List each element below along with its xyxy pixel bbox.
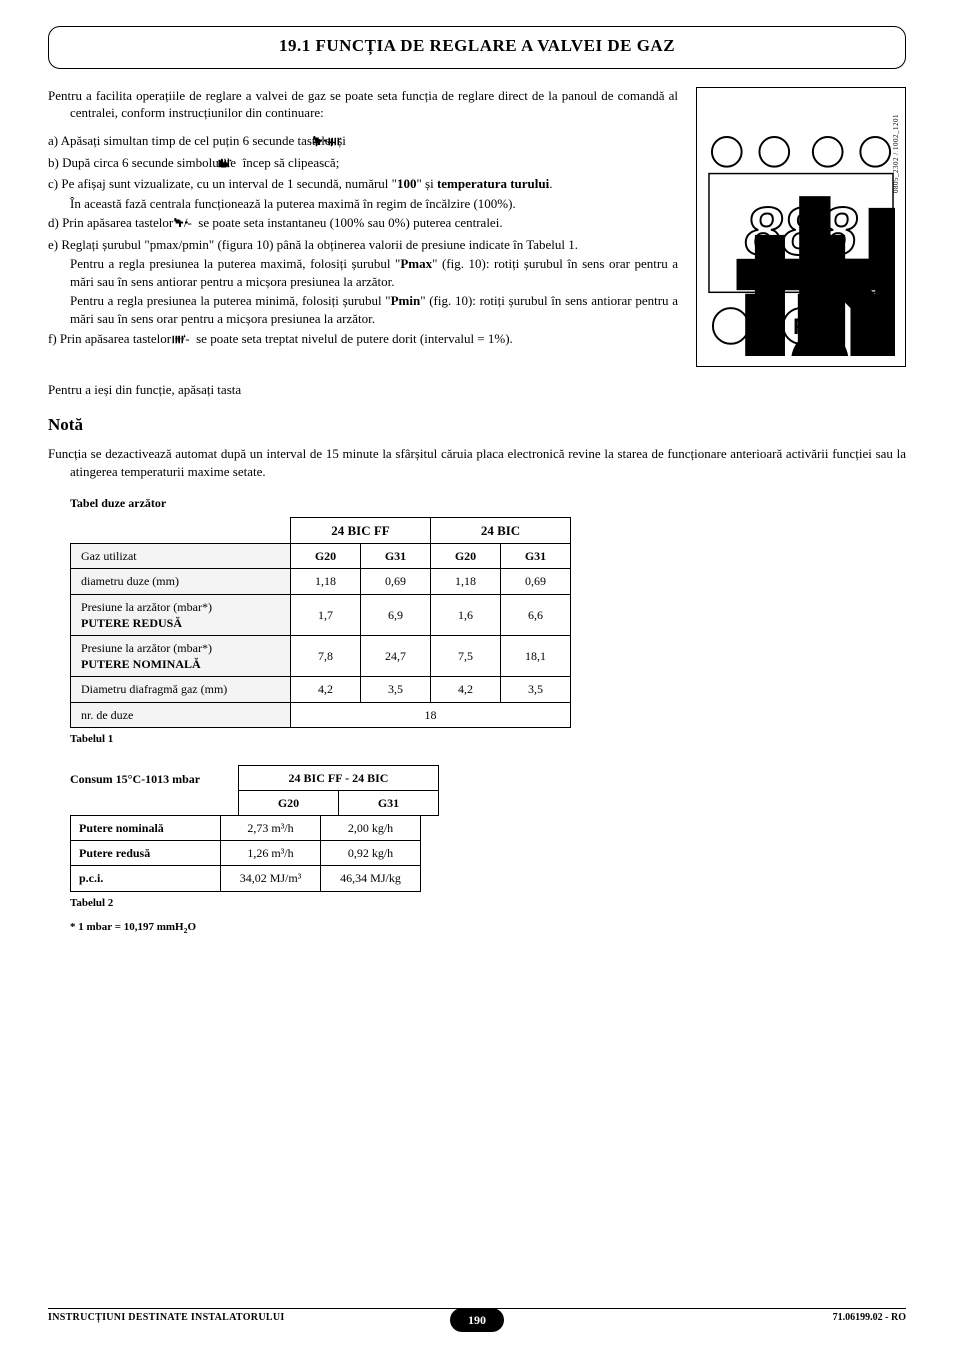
note-body: Funcția se dezactivează automat după un … <box>48 445 906 480</box>
page-number-badge: 190 <box>450 1308 504 1332</box>
t1-cell: 6,6 <box>501 594 571 635</box>
step-f: f) Prin apăsarea tastelor +/- se poate s… <box>48 330 678 350</box>
t2-r2: p.c.i. <box>71 866 221 891</box>
step-e-pmin: Pentru a regla presiunea la puterea mini… <box>48 292 678 327</box>
e-p1a: Pentru a regla presiunea la puterea maxi… <box>70 256 400 271</box>
t2-cell: 1,26 m³/h <box>221 841 321 866</box>
t1-r4: Diametru diafragmă gaz (mm) <box>71 677 291 702</box>
footnote-post: O <box>187 921 196 933</box>
t1-r2-l1: Presiune la arzător (mbar*) <box>81 600 212 614</box>
footer-right: 71.06199.02 - RO <box>833 1311 906 1325</box>
step-b-pre: b) După circa 6 secunde simbolurile <box>48 155 239 170</box>
t1-r0: Gaz utilizat <box>71 544 291 569</box>
step-a: a) Apăsați simultan timp de cel puțin 6 … <box>48 132 678 152</box>
t1-cell: 3,5 <box>361 677 431 702</box>
footnote: * 1 mbar = 10,197 mmH2O <box>70 920 906 937</box>
step-e-pmax: Pentru a regla presiunea la puterea maxi… <box>48 255 678 290</box>
table1-caption: Tabelul 1 <box>70 732 906 747</box>
footnote-pre: * 1 mbar = 10,197 mmH <box>70 921 184 933</box>
t1-r1: diametru duze (mm) <box>71 569 291 594</box>
btn-reset-label: R <box>793 314 809 339</box>
table2-caption: Tabelul 2 <box>70 896 906 911</box>
display-digits: 888 <box>745 195 858 270</box>
step-b-post: încep să clipească; <box>243 155 340 170</box>
t1-cell: 24,7 <box>361 636 431 677</box>
step-c-pre: c) Pe afișaj sunt vizualizate, cu un int… <box>48 176 397 191</box>
step-c-bold: temperatura turului <box>437 176 549 191</box>
t1-r3: Presiune la arzător (mbar*) PUTERE NOMIN… <box>71 636 291 677</box>
body-text-column: Pentru a facilita operațiile de reglare … <box>48 87 678 351</box>
t1-cell: 18,1 <box>501 636 571 677</box>
t1-c1: G31 <box>361 544 431 569</box>
t2-r0: Putere nominală <box>71 815 221 840</box>
step-c-mid: " și <box>416 176 436 191</box>
control-panel-diagram: 0805_2302 / 1002_1201 888 <box>696 87 906 367</box>
t2-header: 24 BIC FF - 24 BIC <box>239 765 439 790</box>
t1-cell: 7,8 <box>291 636 361 677</box>
t1-r5: nr. de duze <box>71 702 291 727</box>
t1-c2: G20 <box>431 544 501 569</box>
step-e: e) Reglați șurubul "pmax/pmin" (figura 1… <box>48 236 678 254</box>
t2-cell: 0,92 kg/h <box>321 841 421 866</box>
t2-c1: G31 <box>339 790 439 815</box>
t1-r3-l1: Presiune la arzător (mbar*) <box>81 641 212 655</box>
t1-cell: 0,69 <box>361 569 431 594</box>
section-title-box: 19.1 FUNCȚIA DE REGLARE A VALVEI DE GAZ <box>48 26 906 69</box>
table2-side-label: Consum 15°C-1013 mbar <box>48 765 238 787</box>
consumption-table: 24 BIC FF - 24 BIC G20 G31 <box>238 765 439 816</box>
t1-r3-l2: PUTERE NOMINALĂ <box>81 657 201 671</box>
t2-cell: 2,00 kg/h <box>321 815 421 840</box>
t2-cell: 34,02 MJ/m³ <box>221 866 321 891</box>
note-heading: Notă <box>48 414 906 437</box>
step-c: c) Pe afișaj sunt vizualizate, cu un int… <box>48 175 678 193</box>
section-title: 19.1 FUNCȚIA DE REGLARE A VALVEI DE GAZ <box>49 35 905 58</box>
t1-cell-span: 18 <box>291 702 571 727</box>
t1-cell: 3,5 <box>501 677 571 702</box>
step-c-end: . <box>549 176 552 191</box>
table1-heading: Tabel duze arzător <box>70 495 906 511</box>
step-d-post: se poate seta instantaneu (100% sau 0%) … <box>198 215 502 230</box>
panel-code-label: 0805_2302 / 1002_1201 <box>892 114 901 193</box>
t1-cell: 0,69 <box>501 569 571 594</box>
step-d: d) Prin apăsarea tastelor +/- se poate s… <box>48 214 678 234</box>
t1-cell: 1,6 <box>431 594 501 635</box>
t1-cell: 1,18 <box>431 569 501 594</box>
e-p2a: Pentru a regla presiunea la puterea mini… <box>70 293 391 308</box>
step-c-note: În această fază centrala funcționează la… <box>48 195 678 213</box>
t1-c3: G31 <box>501 544 571 569</box>
step-a-text: a) Apăsați simultan timp de cel puțin 6 … <box>48 133 334 148</box>
t1-cell: 1,7 <box>291 594 361 635</box>
intro-paragraph: Pentru a facilita operațiile de reglare … <box>48 87 678 122</box>
t1-cell: 1,18 <box>291 569 361 594</box>
consumption-table-body: Putere nominală 2,73 m³/h 2,00 kg/h Pute… <box>70 815 421 892</box>
display-r-label: R <box>793 266 809 291</box>
t1-r2-l2: PUTERE REDUSĂ <box>81 616 182 630</box>
t1-grp1: 24 BIC FF <box>291 517 431 544</box>
t2-r1: Putere redusă <box>71 841 221 866</box>
t2-cell: 2,73 m³/h <box>221 815 321 840</box>
step-c-num: 100 <box>397 176 417 191</box>
t1-grp2: 24 BIC <box>431 517 571 544</box>
e-p2b: Pmin <box>391 293 421 308</box>
t1-cell: 6,9 <box>361 594 431 635</box>
t1-r2: Presiune la arzător (mbar*) PUTERE REDUS… <box>71 594 291 635</box>
t1-cell: 4,2 <box>431 677 501 702</box>
step-b: b) După circa 6 secunde simbolurile înce… <box>48 154 678 174</box>
nozzle-table: 24 BIC FF 24 BIC Gaz utilizat G20 G31 G2… <box>70 517 571 728</box>
t1-c0: G20 <box>291 544 361 569</box>
t1-cell: 7,5 <box>431 636 501 677</box>
t2-cell: 46,34 MJ/kg <box>321 866 421 891</box>
step-f-post: se poate seta treptat nivelul de putere … <box>196 331 513 346</box>
footer-left: INSTRUCȚIUNI DESTINATE INSTALATORULUI <box>48 1311 285 1325</box>
exit-line: Pentru a ieși din funcție, apăsați tasta <box>48 381 906 399</box>
t2-c0: G20 <box>239 790 339 815</box>
t1-cell: 4,2 <box>291 677 361 702</box>
e-p1b: Pmax <box>400 256 432 271</box>
